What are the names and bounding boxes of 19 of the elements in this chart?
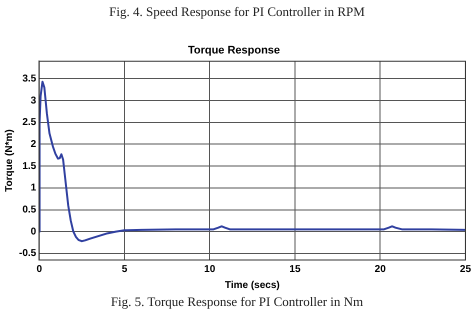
y-tick-label: 3: [30, 95, 37, 106]
x-tick-label: 15: [289, 264, 301, 275]
caption: Fig. 4. Speed Response for PI Controller in RPM: [108, 4, 366, 20]
x-axis-title: Time (secs): [224, 280, 280, 291]
y-tick-label: 0: [30, 226, 37, 238]
x-tick-label: 10: [204, 264, 216, 275]
x-tick-label: 5: [122, 264, 128, 275]
x-tick-label: 25: [460, 264, 472, 275]
y-tick-label: 1: [30, 182, 37, 194]
chart-title: Torque Response: [188, 44, 280, 57]
y-tick-label: 2.5: [22, 117, 37, 128]
x-tick-label: 20: [374, 264, 386, 275]
y-tick-label: 3.5: [22, 73, 37, 84]
y-axis-title: Torque (N*m): [4, 129, 15, 192]
y-tick-label: 0.5: [22, 204, 37, 216]
caption: Fig. 5. Torque Response for PI Controller in Nm: [110, 294, 364, 310]
y-tick-label: -0.5: [18, 248, 37, 260]
y-tick-label: 1.5: [22, 160, 37, 172]
y-tick-label: 2: [30, 138, 37, 150]
